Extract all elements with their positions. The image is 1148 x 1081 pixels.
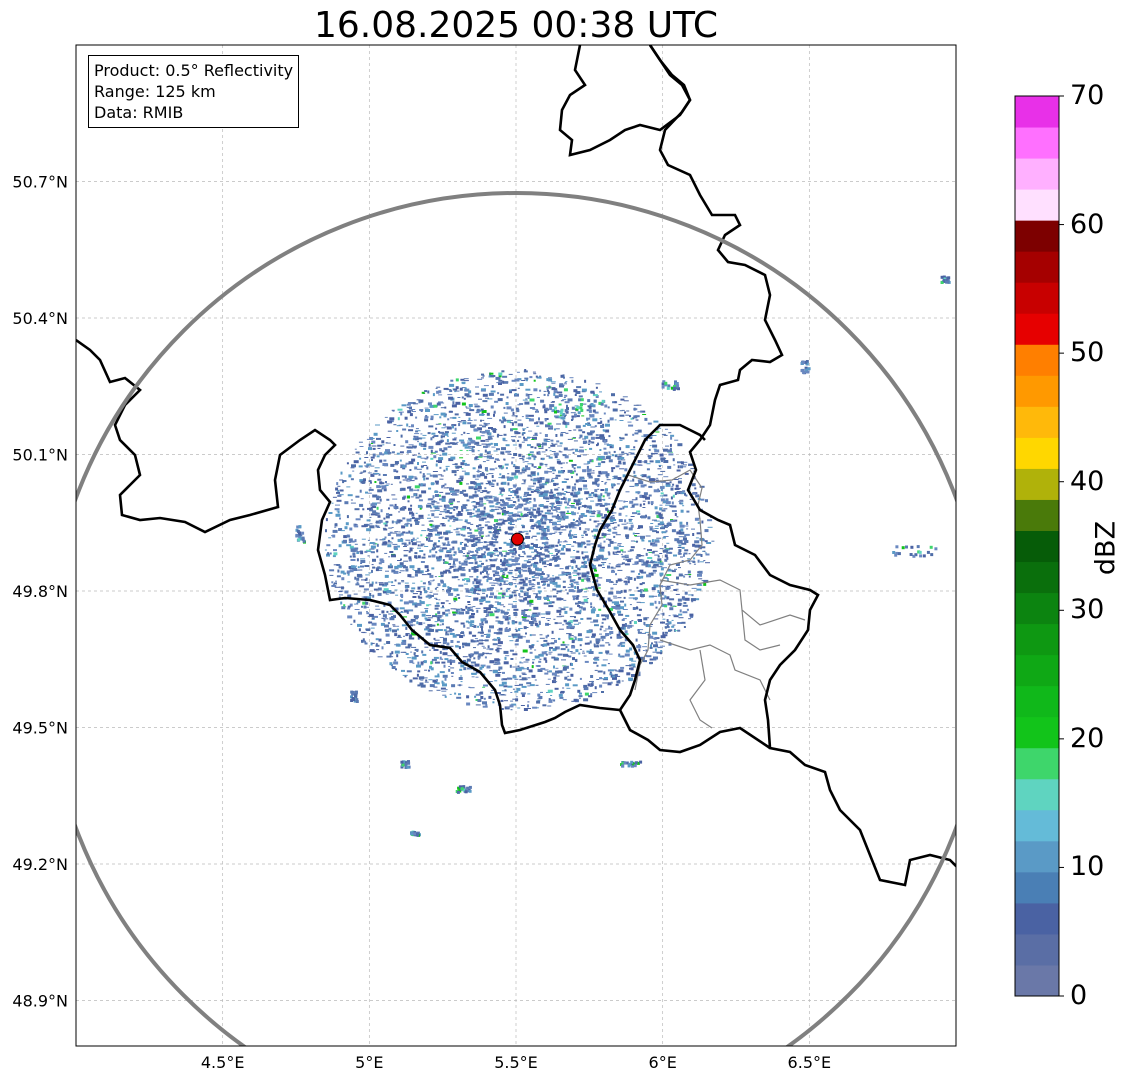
admin-borders bbox=[627, 469, 806, 729]
range-label: Range: 125 km bbox=[94, 82, 216, 101]
colorbar-tick-label: 20 bbox=[1070, 722, 1105, 754]
colorbar-swatch bbox=[1015, 468, 1059, 500]
data-source-label: Data: RMIB bbox=[94, 103, 184, 122]
colorbar-swatch bbox=[1015, 530, 1059, 563]
colorbar-tick-label: 0 bbox=[1070, 980, 1088, 1011]
lat-tick-label: 49.5°N bbox=[12, 719, 68, 738]
map-frame bbox=[75, 44, 957, 1047]
colorbar-swatch bbox=[1015, 96, 1059, 128]
colorbar-swatch bbox=[1015, 809, 1059, 842]
colorbar-swatch bbox=[1015, 716, 1059, 749]
radar-site-marker bbox=[510, 532, 524, 546]
colorbar-tick-label: 70 bbox=[1070, 80, 1105, 111]
colorbar-swatch bbox=[1015, 964, 1059, 997]
colorbar-swatch bbox=[1015, 344, 1059, 376]
colorbar-tick-label: 40 bbox=[1070, 465, 1105, 497]
colorbar-tick-label: 50 bbox=[1070, 337, 1105, 369]
colorbar-swatch bbox=[1015, 158, 1059, 190]
lat-tick-label: 49.8°N bbox=[12, 582, 68, 601]
colorbar-swatch bbox=[1015, 313, 1059, 345]
lat-tick-label: 49.2°N bbox=[12, 855, 68, 874]
colorbar-swatch bbox=[1015, 933, 1059, 966]
lon-tick-label: 4.5°E bbox=[201, 1053, 245, 1072]
colorbar-swatch bbox=[1015, 437, 1059, 469]
lon-tick-label: 6.5°E bbox=[788, 1053, 832, 1072]
colorbar-swatch bbox=[1015, 406, 1059, 438]
colorbar-swatch bbox=[1015, 499, 1059, 531]
colorbar-swatch bbox=[1015, 592, 1059, 625]
colorbar-swatch bbox=[1015, 220, 1059, 252]
country-borders bbox=[76, 45, 956, 887]
colorbar-swatch bbox=[1015, 778, 1059, 811]
map-title: 16.08.2025 00:38 UTC bbox=[313, 5, 719, 46]
colorbar-swatch bbox=[1015, 127, 1059, 159]
colorbar-swatch bbox=[1015, 375, 1059, 407]
colorbar-tick-label: 10 bbox=[1070, 851, 1105, 883]
colorbar-swatch bbox=[1015, 747, 1059, 780]
lat-tick-label: 50.1°N bbox=[12, 446, 68, 465]
lon-tick-label: 5.5°E bbox=[494, 1053, 538, 1072]
colorbar-swatch bbox=[1015, 840, 1059, 873]
lat-tick-label: 50.4°N bbox=[12, 309, 68, 328]
axis-ticks: 4.5°E 5°E 5.5°E 6°E 6.5°E 50.7°N 50.4°N 50.1°N 4… bbox=[12, 173, 831, 1073]
colorbar-swatch bbox=[1015, 654, 1059, 687]
range-ring bbox=[76, 191, 956, 1046]
colorbar-tick-label: 30 bbox=[1070, 594, 1105, 626]
lon-tick-label: 6°E bbox=[649, 1053, 677, 1072]
colorbar-swatch bbox=[1015, 282, 1059, 314]
lon-tick-label: 5°E bbox=[355, 1053, 383, 1072]
product-label: Product: 0.5° Reflectivity bbox=[94, 61, 294, 80]
colorbar-tick-label: 60 bbox=[1070, 208, 1105, 240]
colorbar-swatch bbox=[1015, 871, 1059, 904]
colorbar bbox=[1014, 95, 1064, 997]
colorbar-frame bbox=[1014, 95, 1060, 997]
reflectivity-echoes bbox=[295, 275, 951, 837]
colorbar-swatch bbox=[1015, 189, 1059, 221]
lat-tick-label: 50.7°N bbox=[12, 173, 68, 192]
colorbar-swatch bbox=[1015, 251, 1059, 283]
colorbar-swatch bbox=[1015, 561, 1059, 594]
colorbar-swatch bbox=[1015, 902, 1059, 935]
colorbar-swatch bbox=[1015, 685, 1059, 718]
product-info-box: Product: 0.5° Reflectivity Range: 125 km… bbox=[88, 55, 300, 128]
lat-tick-label: 48.9°N bbox=[12, 992, 68, 1011]
colorbar-title: dBZ bbox=[1090, 520, 1122, 576]
colorbar-swatch bbox=[1015, 623, 1059, 656]
